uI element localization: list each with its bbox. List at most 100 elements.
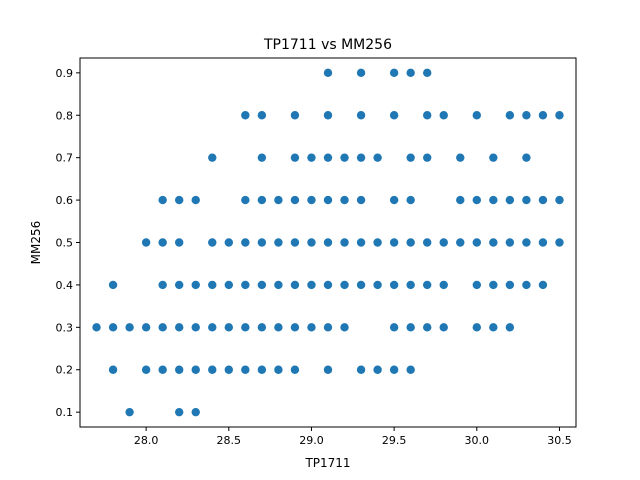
data-point (389, 68, 399, 78)
data-point (158, 280, 167, 290)
data-point (108, 280, 118, 290)
data-point (340, 153, 349, 162)
data-point (389, 323, 399, 332)
data-point (307, 280, 316, 290)
data-point (406, 238, 415, 247)
data-point (208, 365, 217, 374)
data-point (472, 111, 481, 120)
data-point (456, 195, 465, 205)
data-point (373, 153, 382, 162)
y-tick-label: 0.7 (56, 152, 74, 165)
data-point (224, 280, 233, 290)
data-point (373, 365, 382, 374)
x-tick-label: 29.0 (299, 434, 324, 447)
data-point (323, 280, 333, 290)
data-point (175, 323, 184, 332)
data-point (307, 153, 316, 162)
data-point (307, 323, 316, 332)
y-tick-label: 0.5 (56, 237, 74, 250)
data-point (208, 323, 217, 332)
data-point (158, 365, 167, 374)
data-point (274, 365, 283, 374)
data-point (538, 280, 548, 290)
y-axis-label: MM256 (29, 221, 43, 265)
data-point (423, 323, 432, 332)
data-point (472, 280, 481, 290)
data-point (108, 365, 118, 374)
x-tick-label: 29.5 (382, 434, 407, 447)
data-point (257, 365, 267, 374)
data-point (505, 195, 515, 205)
data-point (439, 111, 448, 120)
data-point (356, 68, 366, 78)
data-point (522, 195, 531, 205)
data-point (522, 280, 531, 290)
data-point (439, 323, 448, 332)
x-axis-ticks: 28.0 28.5 29.0 29.5 30.0 30.5 (134, 427, 572, 447)
data-point (356, 195, 366, 205)
data-point (555, 111, 564, 120)
data-point (290, 280, 300, 290)
data-point (489, 280, 498, 290)
data-point (373, 238, 382, 247)
data-point (108, 323, 118, 332)
data-point (257, 280, 267, 290)
data-point (257, 195, 267, 205)
data-point (373, 280, 382, 290)
data-point (274, 238, 283, 247)
data-point (290, 153, 300, 162)
data-point (274, 195, 283, 205)
data-point (257, 111, 267, 120)
data-point (472, 195, 481, 205)
data-point (323, 153, 333, 162)
y-tick-label: 0.1 (56, 406, 74, 419)
data-point (472, 323, 481, 332)
data-point (489, 323, 498, 332)
data-point (505, 111, 515, 120)
data-point (158, 195, 167, 205)
data-point (356, 238, 366, 247)
data-point (522, 238, 531, 247)
data-point (191, 280, 200, 290)
y-tick-label: 0.4 (56, 279, 74, 292)
data-point (340, 195, 349, 205)
data-point (125, 407, 134, 417)
data-point (356, 153, 366, 162)
data-point (307, 195, 316, 205)
data-point (356, 280, 366, 290)
data-point (522, 153, 531, 162)
data-point (423, 238, 432, 247)
data-point (241, 195, 250, 205)
data-point (307, 238, 316, 247)
data-point (472, 238, 481, 247)
x-tick-label: 28.0 (134, 434, 159, 447)
data-point (423, 153, 432, 162)
data-point (141, 365, 151, 374)
data-point (439, 280, 448, 290)
data-point (555, 238, 564, 247)
data-point (340, 323, 349, 332)
data-point (489, 153, 498, 162)
data-point (257, 153, 267, 162)
data-point (241, 238, 250, 247)
data-point (141, 238, 151, 247)
y-tick-label: 0.8 (56, 109, 74, 122)
data-point (439, 238, 448, 247)
data-point (208, 238, 217, 247)
data-point (92, 323, 101, 332)
x-tick-label: 28.5 (217, 434, 242, 447)
data-point (389, 195, 399, 205)
data-point (191, 195, 200, 205)
data-point (389, 238, 399, 247)
data-point (191, 407, 200, 417)
data-point (505, 323, 515, 332)
data-point (406, 365, 415, 374)
data-point (175, 407, 184, 417)
y-tick-label: 0.9 (56, 67, 74, 80)
y-tick-label: 0.3 (56, 321, 74, 334)
data-point (423, 280, 432, 290)
data-point (241, 280, 250, 290)
data-point (323, 68, 333, 78)
data-point (456, 238, 465, 247)
